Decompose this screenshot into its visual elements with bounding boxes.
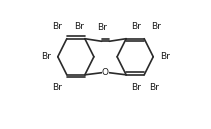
Text: Br: Br (160, 52, 170, 61)
Text: Br: Br (52, 22, 62, 31)
Text: Br: Br (131, 22, 141, 31)
Text: Br: Br (74, 22, 84, 31)
Text: Br: Br (97, 23, 107, 32)
Text: Br: Br (131, 83, 141, 92)
Text: Br: Br (149, 83, 159, 92)
Text: Br: Br (52, 83, 62, 92)
Text: O: O (102, 68, 109, 77)
Text: Br: Br (151, 22, 161, 31)
Text: Br: Br (41, 52, 51, 61)
